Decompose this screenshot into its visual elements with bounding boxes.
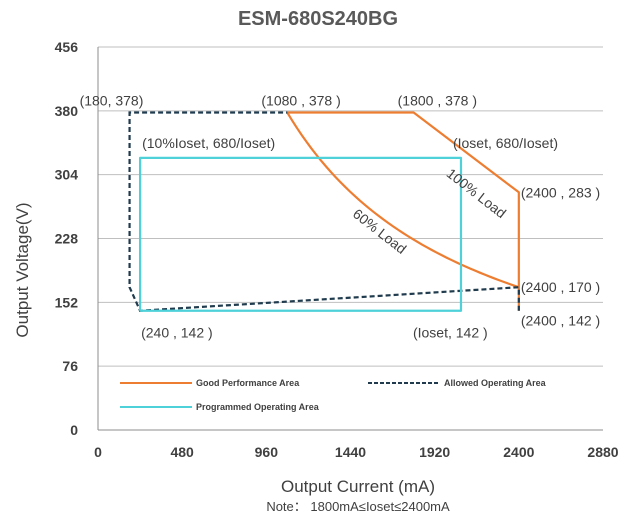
x-axis-label: Output Current (mA)	[281, 477, 435, 496]
chart-title: ESM-680S240BG	[238, 8, 398, 30]
axes	[97, 47, 603, 431]
point-annotation: (10%Ioset, 680/Ioset)	[142, 135, 275, 151]
x-tick-label: 1440	[335, 444, 366, 460]
programmed-operating-line	[138, 156, 463, 312]
allowed-operating-line	[128, 111, 520, 312]
x-tick-labels: 0 480 960 1440 1920 2400 2880	[94, 444, 619, 460]
x-tick-label: 2880	[587, 444, 618, 460]
point-annotation: (Ioset, 142 )	[413, 325, 488, 341]
x-tick-label: 960	[255, 444, 279, 460]
y-tick-label: 456	[55, 39, 79, 55]
legend-label: Good Performance Area	[196, 378, 300, 388]
y-tick-label: 76	[62, 358, 78, 374]
x-tick-label: 1920	[419, 444, 450, 460]
x-tick-label: 480	[170, 444, 194, 460]
legend-label: Programmed Operating Area	[196, 402, 320, 412]
footnote: Note： 1800mA≤Ioset≤2400mA	[266, 499, 450, 514]
y-tick-labels: 0 76 152 228 304 380 456	[55, 39, 79, 438]
y-tick-label: 380	[55, 103, 79, 119]
point-annotation: (Ioset, 680/Ioset)	[453, 135, 558, 151]
legend-label: Allowed Operating Area	[444, 378, 547, 388]
good-performance-line	[287, 111, 520, 311]
point-annotation: (1080 , 378 )	[261, 93, 340, 109]
x-tick-label: 2400	[503, 444, 534, 460]
y-tick-label: 304	[55, 167, 79, 183]
point-annotation: (2400 , 170 )	[521, 279, 600, 295]
series-lines	[128, 111, 520, 312]
point-annotation: (240 , 142 )	[141, 325, 213, 341]
point-annotations: (180, 378) (1080 , 378 ) (1800 , 378 ) (10%…	[80, 93, 601, 341]
point-annotation: (2400 , 142 )	[521, 313, 600, 329]
load-60-curve	[286, 112, 520, 289]
y-tick-label: 228	[55, 231, 79, 247]
y-axis-label: Output Voltage(V)	[13, 202, 32, 337]
legend: Good Performance Area Allowed Operating A…	[120, 378, 547, 412]
y-tick-label: 0	[70, 422, 78, 438]
y-tick-label: 152	[55, 294, 79, 310]
x-tick-label: 0	[94, 444, 102, 460]
point-annotation: (2400 , 283 )	[521, 184, 600, 200]
point-annotation: (1800 , 378 )	[398, 93, 477, 109]
point-annotation: 100% Load	[444, 165, 510, 221]
point-annotation: (180, 378)	[80, 93, 144, 109]
gridlines	[98, 46, 603, 367]
